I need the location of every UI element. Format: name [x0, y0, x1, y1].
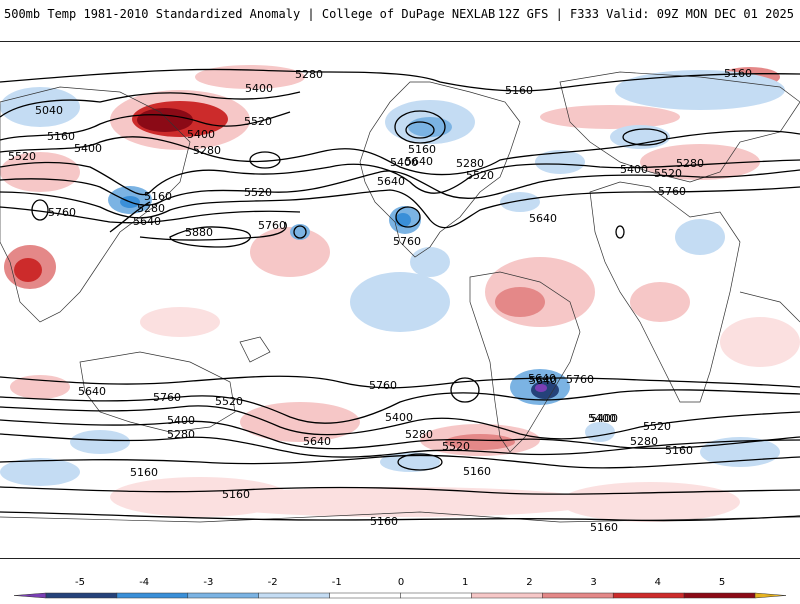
colorbar-tick-label: 5 — [719, 577, 725, 588]
colorbar-tick-label: 1 — [462, 577, 468, 588]
contour-label: 5400 — [74, 142, 102, 155]
contour-label: 5760 — [258, 219, 286, 232]
contour-label: 5400 — [588, 412, 616, 425]
contour-label: 5280 — [456, 157, 484, 170]
colorbar-segment — [116, 592, 189, 599]
contour-label: 5280 — [630, 435, 658, 448]
contour-label: 5640 — [133, 215, 161, 228]
contour-label: 5160 — [505, 84, 533, 97]
contour-label: 5160 — [130, 466, 158, 479]
map-title: 500mb Temp 1981-2010 Standardized Anomal… — [4, 7, 496, 21]
contour-label: 5280 — [295, 68, 323, 81]
contour-label: 5640 — [78, 385, 106, 398]
colorbar-tick-label: -3 — [203, 577, 213, 588]
colorbar-arrow-high — [754, 592, 787, 599]
contour-label: 5520 — [244, 115, 272, 128]
colorbar-segment — [329, 592, 401, 599]
contour-label: 5160 — [222, 488, 250, 501]
colorbar-graphic: -5 -4 -3 -2 -1 0 1 2 3 4 5 — [13, 577, 787, 599]
contour-label: 5640 — [405, 155, 433, 168]
contour-label: 5520 — [215, 395, 243, 408]
contour-label: 5280 — [676, 157, 704, 170]
contour-label: 5640 — [377, 175, 405, 188]
contour-label: 5280 — [193, 144, 221, 157]
colorbar-segment — [542, 592, 614, 599]
contour-label: 5760 — [393, 235, 421, 248]
contour-label: 5400 — [590, 412, 618, 425]
colorbar-segment — [187, 592, 259, 599]
contour-labels: 5040 5160 5400 5280 5520 5400 5520 5280 … — [8, 67, 752, 534]
contour-label: 5520 — [654, 167, 682, 180]
contour-label: 5160 — [408, 143, 436, 156]
contour-label: 5400 — [620, 163, 648, 176]
colorbar-tick-label: 0 — [398, 577, 404, 588]
colorbar-tick-label: -5 — [75, 577, 85, 588]
colorbar: -5 -4 -3 -2 -1 0 1 2 3 4 5 — [0, 562, 800, 600]
map-panel: 5040 5160 5400 5280 5520 5400 5520 5280 … — [0, 41, 800, 559]
contour-label: 5520 — [466, 169, 494, 182]
height-contours — [0, 68, 800, 522]
colorbar-segment — [258, 592, 330, 599]
colorbar-segment — [45, 592, 118, 599]
contour-label: 5520 — [643, 420, 671, 433]
contour-label: 5520 — [442, 440, 470, 453]
colorbar-tick-label: 3 — [590, 577, 596, 588]
colorbar-tick-label: 4 — [655, 577, 661, 588]
contour-label: 5400 — [390, 156, 418, 169]
colorbar-segment — [612, 592, 685, 599]
contour-label: 5400 — [167, 414, 195, 427]
contour-label: 5160 — [144, 190, 172, 203]
contour-label: 5280 — [137, 202, 165, 215]
anomaly-map: 5040 5160 5400 5280 5520 5400 5520 5280 … — [0, 65, 800, 534]
contour-label: 5880 — [185, 226, 213, 239]
contour-label: 5760 — [48, 206, 76, 219]
contour-label: 5760 — [369, 379, 397, 392]
contour-label: 5400 — [187, 128, 215, 141]
colorbar-arrow-low — [13, 592, 47, 599]
model-run-info: 12Z GFS | F333 Valid: 09Z MON DEC 01 202… — [497, 7, 794, 21]
contour-label: 5760 — [658, 185, 686, 198]
contour-label: 5520 — [8, 150, 36, 163]
contour-label: 5160 — [724, 67, 752, 80]
contour-label: 5280 — [405, 428, 433, 441]
colorbar-segment — [683, 592, 756, 599]
contour-label: 5160 — [463, 465, 491, 478]
contour-label: 5400 — [245, 82, 273, 95]
contour-label: 5160 — [665, 444, 693, 457]
contour-label: 5160 — [370, 515, 398, 528]
contour-label: 5400 — [385, 411, 413, 424]
contour-label: 5160 — [47, 130, 75, 143]
contour-label: 5760 — [153, 391, 181, 404]
contour-label: 5520 — [244, 186, 272, 199]
colorbar-tick-label: -4 — [139, 577, 149, 588]
header: 500mb Temp 1981-2010 Standardized Anomal… — [0, 0, 800, 30]
contour-label: 5640 — [529, 374, 557, 387]
colorbar-tick-label: -1 — [332, 577, 342, 588]
contour-label: 5640 — [529, 212, 557, 225]
contour-label: 5760 — [566, 373, 594, 386]
contour-label: 5640 — [303, 435, 331, 448]
colorbar-segment — [400, 592, 472, 599]
contour-label: 5280 — [167, 428, 195, 441]
contour-label: 5040 — [35, 104, 63, 117]
colorbar-tick-label: -2 — [268, 577, 278, 588]
colorbar-tick-label: 2 — [526, 577, 532, 588]
contour-label: 5640 — [528, 372, 556, 385]
contour-label: 5160 — [590, 521, 618, 534]
colorbar-segment — [471, 592, 543, 599]
